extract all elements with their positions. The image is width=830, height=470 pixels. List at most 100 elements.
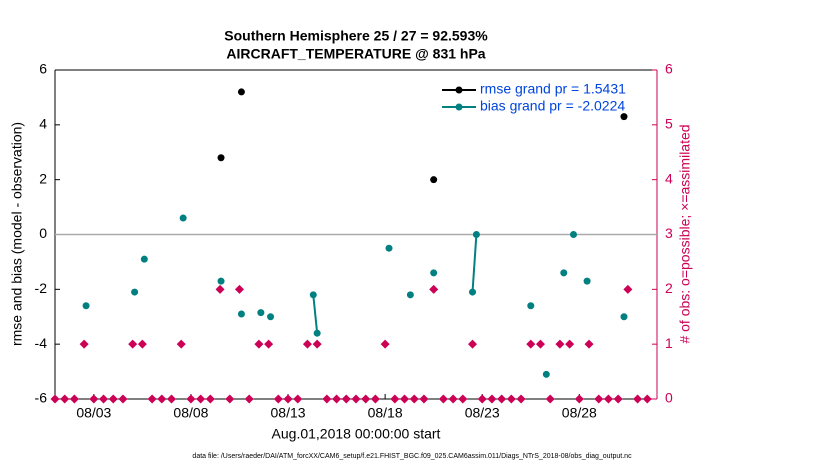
legend-marker <box>455 86 463 94</box>
series-marker <box>542 370 550 378</box>
obs-count-marker <box>273 394 283 404</box>
obs-count-marker <box>380 339 390 349</box>
series-marker <box>217 154 225 162</box>
obs-count-marker <box>409 394 419 404</box>
series-marker <box>237 88 245 96</box>
series-marker <box>313 329 321 337</box>
obs-count-marker <box>99 394 109 404</box>
source-note: data file: /Users/raeder/DAI/ATM_forcXX/… <box>192 453 632 460</box>
series-marker <box>560 269 568 277</box>
series-marker <box>140 255 148 263</box>
obs-count-marker <box>341 394 351 404</box>
obs-count-marker <box>555 339 565 349</box>
series-marker <box>620 113 628 121</box>
y-tick-label: 0 <box>39 225 47 241</box>
legend-label: rmse grand pr = 1.5431 <box>480 81 626 97</box>
series-marker <box>309 291 317 299</box>
x-tick-label: 08/08 <box>173 405 208 421</box>
x-tick-label: 08/23 <box>465 405 500 421</box>
obs-count-marker <box>234 284 244 294</box>
y-tick-label: -4 <box>35 335 48 351</box>
obs-count-marker <box>283 394 293 404</box>
x-tick-label: 08/18 <box>368 405 403 421</box>
obs-count-marker <box>108 394 118 404</box>
legend-marker <box>455 103 463 111</box>
obs-count-marker <box>613 394 623 404</box>
y2-tick-label: 1 <box>665 335 673 351</box>
obs-count-marker <box>361 394 371 404</box>
obs-count-marker <box>448 394 458 404</box>
series-marker <box>472 231 480 238</box>
obs-count-marker <box>400 394 410 404</box>
obs-count-marker <box>390 394 400 404</box>
obs-count-marker <box>351 394 361 404</box>
obs-count-marker <box>215 284 225 294</box>
x-tick-label: 08/03 <box>76 405 111 421</box>
obs-count-marker <box>79 339 89 349</box>
obs-count-marker <box>89 394 99 404</box>
obs-count-marker <box>128 339 138 349</box>
obs-count-marker <box>225 394 235 404</box>
y2-tick-label: 6 <box>665 61 673 77</box>
obs-count-marker <box>584 339 594 349</box>
y-tick-label: 6 <box>39 61 47 77</box>
y-axis-label: rmse and bias (model - observation) <box>9 122 25 346</box>
x-tick-label: 08/28 <box>562 405 597 421</box>
chart-title: Southern Hemisphere 25 / 27 = 92.593% <box>224 28 488 44</box>
series-marker <box>237 310 245 318</box>
legend-label: bias grand pr = -2.0224 <box>480 98 625 114</box>
series-marker <box>257 309 265 317</box>
obs-count-marker <box>468 339 478 349</box>
obs-count-marker <box>370 394 380 404</box>
obs-count-marker <box>438 394 448 404</box>
obs-count-marker <box>186 394 196 404</box>
series-marker <box>267 313 275 321</box>
y-tick-label: -2 <box>35 280 48 296</box>
series-marker <box>385 244 393 252</box>
obs-count-marker <box>176 339 186 349</box>
series-marker <box>406 291 414 299</box>
y-tick-label: -6 <box>35 390 48 406</box>
chart-subtitle: AIRCRAFT_TEMPERATURE @ 831 hPa <box>226 46 485 62</box>
obs-count-marker <box>642 394 652 404</box>
series-marker <box>527 302 535 310</box>
obs-count-marker <box>516 394 526 404</box>
obs-count-marker <box>254 339 264 349</box>
obs-count-marker <box>594 394 604 404</box>
obs-count-marker <box>69 394 79 404</box>
series-marker <box>569 231 577 238</box>
obs-count-marker <box>458 394 468 404</box>
y2-tick-label: 5 <box>665 116 673 132</box>
obs-count-marker <box>50 394 60 404</box>
obs-count-marker <box>205 394 215 404</box>
series-marker <box>179 214 187 222</box>
y2-tick-label: 4 <box>665 170 673 186</box>
obs-count-marker <box>302 339 312 349</box>
y-tick-label: 2 <box>39 170 47 186</box>
obs-count-marker <box>60 394 70 404</box>
obs-count-marker <box>244 394 254 404</box>
obs-count-marker <box>429 284 439 294</box>
obs-count-marker <box>545 394 555 404</box>
x-axis-label: Aug.01,2018 00:00:00 start <box>272 426 441 442</box>
obs-count-marker <box>487 394 497 404</box>
series-marker <box>217 277 225 285</box>
obs-count-marker <box>196 394 206 404</box>
series-marker <box>131 288 139 296</box>
series-line <box>312 294 319 334</box>
obs-count-marker <box>623 284 633 294</box>
obs-count-marker <box>603 394 613 404</box>
obs-count-marker <box>526 339 536 349</box>
y2-axis-label: # of obs: o=possible; ×=assimilated <box>677 124 693 343</box>
obs-count-marker <box>118 394 128 404</box>
y-tick-label: 4 <box>39 116 47 132</box>
obs-count-marker <box>535 339 545 349</box>
obs-count-marker <box>322 394 332 404</box>
obs-count-marker <box>147 394 157 404</box>
series-marker <box>430 269 438 277</box>
obs-count-marker <box>497 394 507 404</box>
obs-count-marker <box>293 394 303 404</box>
obs-count-marker <box>137 339 147 349</box>
series-marker <box>82 302 90 310</box>
